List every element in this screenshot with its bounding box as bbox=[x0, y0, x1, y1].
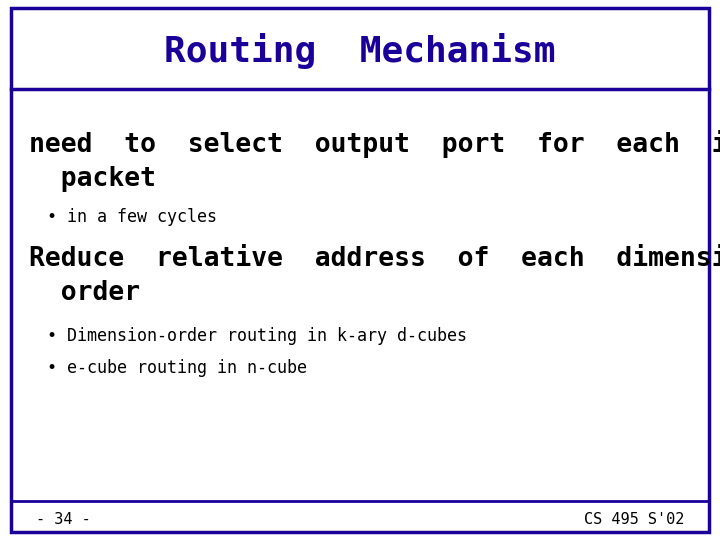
Text: Reduce  relative  address  of  each  dimension  in
  order: Reduce relative address of each dimensio… bbox=[29, 246, 720, 306]
Text: Routing  Mechanism: Routing Mechanism bbox=[164, 33, 556, 69]
Text: need  to  select  output  port  for  each  input
  packet: need to select output port for each inpu… bbox=[29, 130, 720, 192]
Text: CS 495 S'02: CS 495 S'02 bbox=[584, 512, 684, 527]
FancyBboxPatch shape bbox=[11, 8, 709, 532]
Text: • Dimension-order routing in k-ary d-cubes: • Dimension-order routing in k-ary d-cub… bbox=[47, 327, 467, 345]
Text: - 34 -: - 34 - bbox=[36, 512, 91, 527]
Text: • e-cube routing in n-cube: • e-cube routing in n-cube bbox=[47, 359, 307, 377]
Text: • in a few cycles: • in a few cycles bbox=[47, 208, 217, 226]
